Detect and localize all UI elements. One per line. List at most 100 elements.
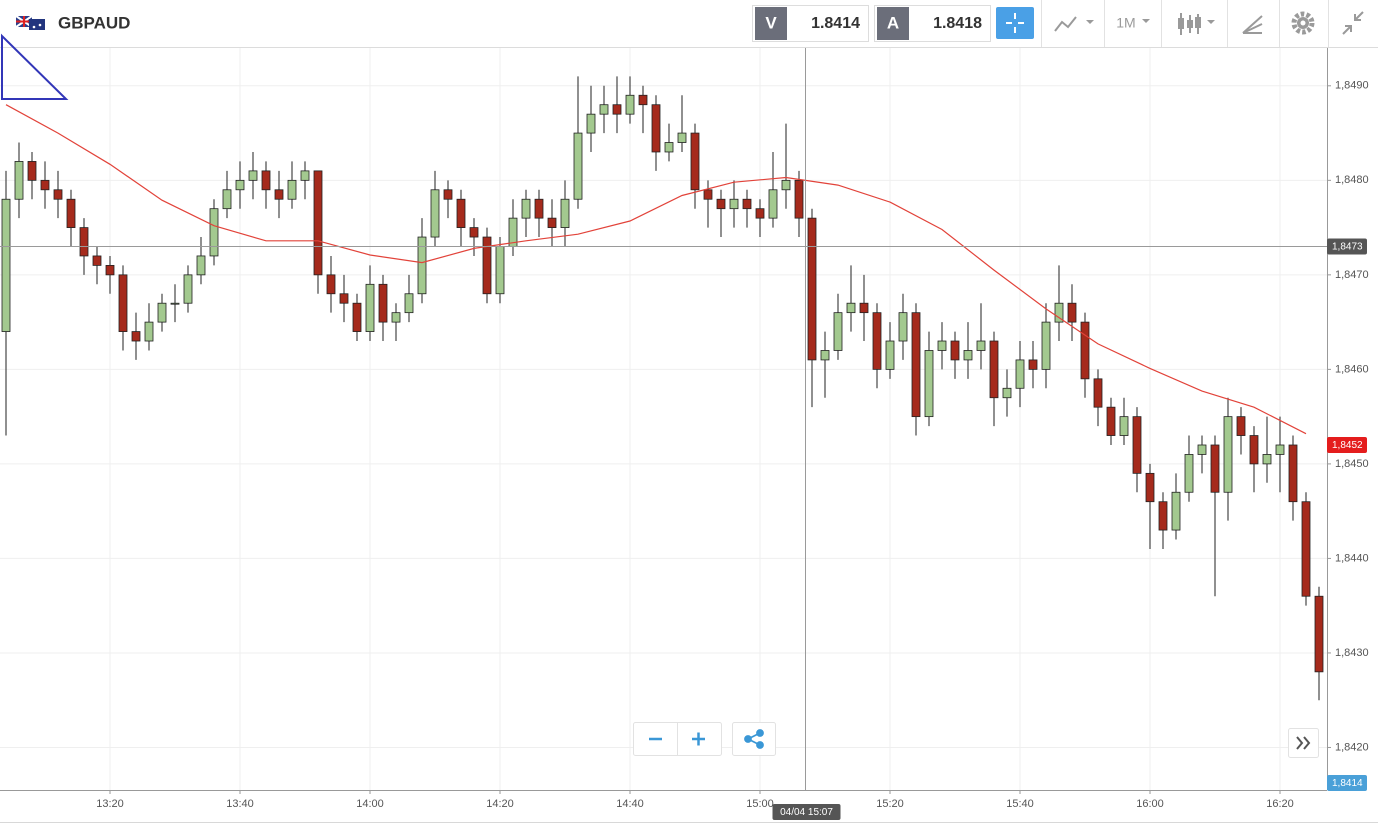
x-tick-label: 14:20 bbox=[486, 798, 514, 810]
candle-body bbox=[1158, 501, 1168, 531]
crosshair-price-label: 1,8473 bbox=[1332, 242, 1363, 253]
ask-price: 1.8418 bbox=[933, 15, 982, 32]
candle-body bbox=[1262, 454, 1272, 465]
candle-body bbox=[781, 179, 791, 191]
y-tick-label: 1,8470 bbox=[1335, 269, 1369, 281]
y-tick-label: 1,8450 bbox=[1335, 458, 1369, 470]
candle-body bbox=[1184, 454, 1194, 493]
candle-body bbox=[690, 132, 700, 191]
overlay: 04/04 15:07 1,8473 1,8452 1,8414 bbox=[0, 48, 1367, 820]
candle-body bbox=[716, 198, 726, 210]
candle-body bbox=[1106, 406, 1116, 436]
candle-body bbox=[1093, 378, 1103, 408]
candle-body bbox=[482, 236, 492, 295]
collapse-button[interactable] bbox=[1342, 11, 1364, 35]
bid-label: V bbox=[765, 13, 777, 32]
crosshair-button[interactable] bbox=[996, 7, 1034, 39]
candle-body bbox=[53, 189, 63, 200]
candle-body bbox=[313, 170, 323, 276]
share-button[interactable] bbox=[744, 729, 764, 749]
candle-body bbox=[1236, 416, 1246, 436]
draw-button[interactable] bbox=[1242, 15, 1263, 34]
candle-body bbox=[1288, 444, 1298, 503]
candle-body bbox=[924, 350, 934, 418]
bid-tag bbox=[755, 7, 787, 40]
scroll-right-button[interactable] bbox=[1288, 728, 1319, 758]
candle-body bbox=[1054, 302, 1064, 323]
candle-body bbox=[1041, 321, 1051, 370]
candle-body bbox=[846, 302, 856, 314]
candle-body bbox=[222, 189, 232, 210]
timeframe[interactable]: 1M bbox=[1116, 15, 1135, 31]
ask-label: A bbox=[887, 13, 899, 32]
candle-body bbox=[703, 189, 713, 200]
chart-type-button[interactable] bbox=[1178, 13, 1215, 35]
candle-body bbox=[105, 265, 115, 276]
bid-price-label-box bbox=[1327, 775, 1367, 791]
crosshair-price-label-box bbox=[1327, 238, 1367, 255]
candle-body bbox=[365, 283, 375, 332]
drawn-triangle[interactable] bbox=[1, 33, 69, 100]
candle-body bbox=[196, 255, 206, 276]
candle-body bbox=[534, 198, 544, 219]
candle-body bbox=[469, 227, 479, 238]
zoom-in[interactable] bbox=[692, 732, 705, 746]
x-tick-label: 15:00 bbox=[746, 798, 774, 810]
ma-price-label-box bbox=[1327, 436, 1367, 453]
candle-body bbox=[352, 302, 362, 332]
candle-body bbox=[92, 255, 102, 266]
zoom-controls bbox=[633, 722, 776, 756]
candle-body bbox=[807, 217, 817, 361]
settings-button[interactable] bbox=[1291, 11, 1315, 35]
candle-body bbox=[339, 293, 349, 304]
candle-body bbox=[1145, 472, 1155, 503]
candle-body bbox=[833, 312, 843, 351]
candle-body bbox=[547, 217, 557, 228]
candle-body bbox=[430, 189, 440, 238]
ask-tag bbox=[877, 7, 909, 40]
candle-body bbox=[404, 293, 414, 314]
symbol: GBPAUD bbox=[58, 13, 130, 32]
candle-body bbox=[677, 132, 687, 143]
candle-body bbox=[898, 312, 908, 342]
candle-body bbox=[300, 170, 310, 181]
y-tick-label: 1,8460 bbox=[1335, 363, 1369, 375]
candle-body bbox=[1301, 501, 1311, 597]
candle-body bbox=[755, 208, 765, 219]
candle-body bbox=[1210, 444, 1220, 493]
candle-body bbox=[287, 179, 297, 200]
candle-body bbox=[1132, 416, 1142, 474]
candle-body bbox=[417, 236, 427, 295]
candle-body bbox=[963, 350, 973, 361]
candle-body bbox=[768, 189, 778, 219]
candle-body bbox=[1080, 321, 1090, 380]
bid-price: 1.8414 bbox=[811, 15, 860, 32]
candle-body bbox=[521, 198, 531, 219]
x-tick-label: 13:40 bbox=[226, 798, 254, 810]
candle-body bbox=[664, 142, 674, 153]
moving-average bbox=[5, 104, 1307, 435]
timeframe-caret bbox=[1142, 19, 1150, 23]
x-tick-label: 16:00 bbox=[1136, 798, 1164, 810]
candle-body bbox=[261, 170, 271, 191]
candle-body bbox=[859, 302, 869, 314]
candle-body bbox=[495, 246, 505, 295]
candle-body bbox=[443, 189, 453, 200]
candle-body bbox=[885, 340, 895, 370]
x-tick-label: 14:00 bbox=[356, 798, 384, 810]
candle-body bbox=[937, 340, 947, 351]
crosshair-time-label: 04/04 15:07 bbox=[780, 807, 833, 818]
candle-body bbox=[131, 331, 141, 342]
candle-body bbox=[79, 227, 89, 257]
grid: 1,8420 1,8430 1,8440 1,8450 1,8460 1,8470 1,84… bbox=[0, 48, 1369, 810]
candle-body bbox=[625, 94, 635, 115]
candle-body bbox=[248, 170, 258, 181]
candle-body bbox=[209, 208, 219, 257]
indicator-button[interactable] bbox=[1054, 16, 1094, 32]
candle-body bbox=[976, 340, 986, 351]
candle-body bbox=[183, 274, 193, 304]
y-tick-label: 1,8490 bbox=[1335, 80, 1369, 92]
